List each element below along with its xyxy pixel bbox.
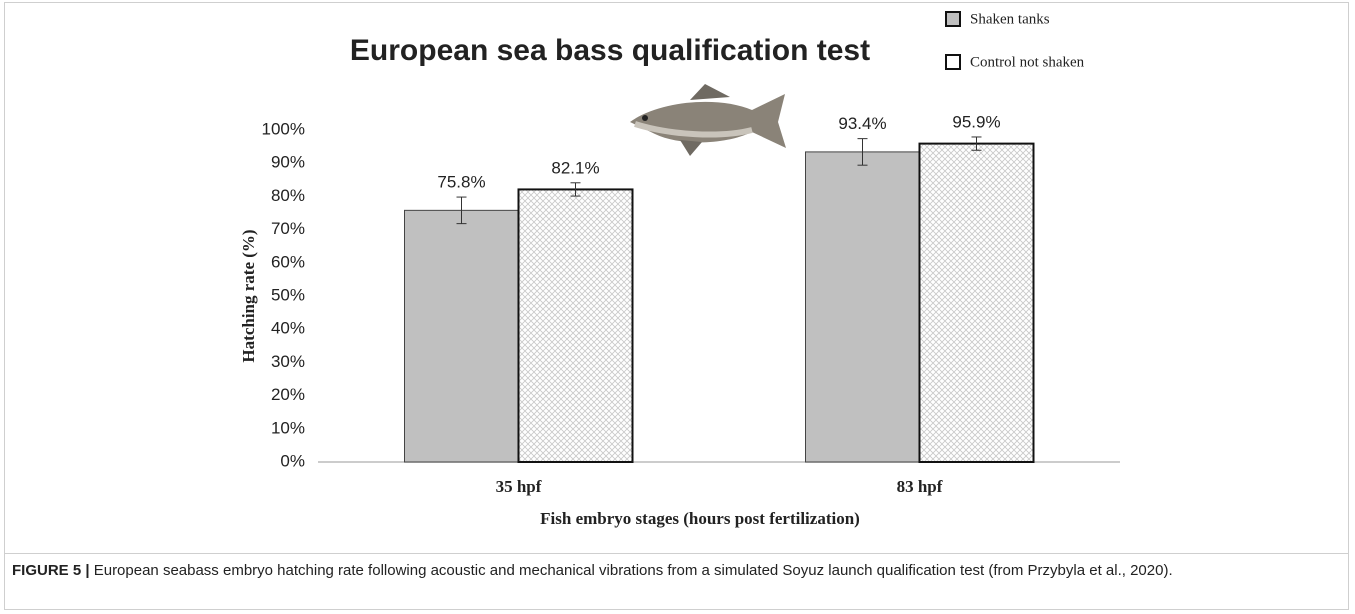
caption: FIGURE 5 | European seabass embryo hatch… [12, 560, 1322, 582]
y-tick-label: 40% [271, 319, 305, 338]
bar [920, 144, 1034, 462]
y-tick-label: 80% [271, 186, 305, 205]
y-tick-label: 20% [271, 385, 305, 404]
legend-swatch [946, 12, 960, 26]
bar [806, 152, 920, 462]
legend-swatch [946, 55, 960, 69]
value-label: 93.4% [838, 114, 886, 133]
y-tick-label: 30% [271, 352, 305, 371]
fish-illustration [630, 84, 786, 156]
y-tick-label: 10% [271, 418, 305, 437]
legend-label: Shaken tanks [970, 11, 1050, 27]
value-label: 95.9% [952, 112, 1000, 131]
y-tick-label: 90% [271, 153, 305, 172]
value-label: 75.8% [437, 173, 485, 192]
x-tick-label: 83 hpf [897, 477, 943, 496]
legend-label: Control not shaken [970, 54, 1085, 70]
y-tick-label: 100% [262, 119, 305, 138]
y-tick-label: 60% [271, 252, 305, 271]
chart-title: European sea bass qualification test [350, 34, 870, 67]
x-tick-label: 35 hpf [496, 477, 542, 496]
y-tick-label: 70% [271, 219, 305, 238]
bar [405, 210, 519, 462]
y-tick-label: 0% [280, 451, 305, 470]
bar [519, 189, 633, 462]
caption-text: European seabass embryo hatching rate fo… [94, 562, 1173, 579]
y-axis-label: Hatching rate (%) [239, 229, 258, 362]
y-tick-label: 50% [271, 285, 305, 304]
chart: European sea bass qualification test Fis… [0, 0, 1355, 553]
figure-label: FIGURE 5 | [12, 562, 90, 579]
separator [4, 553, 1349, 554]
value-label: 82.1% [551, 158, 599, 177]
page: European sea bass qualification test Fis… [0, 0, 1355, 614]
x-axis-label: Fish embryo stages (hours post fertiliza… [540, 509, 860, 528]
